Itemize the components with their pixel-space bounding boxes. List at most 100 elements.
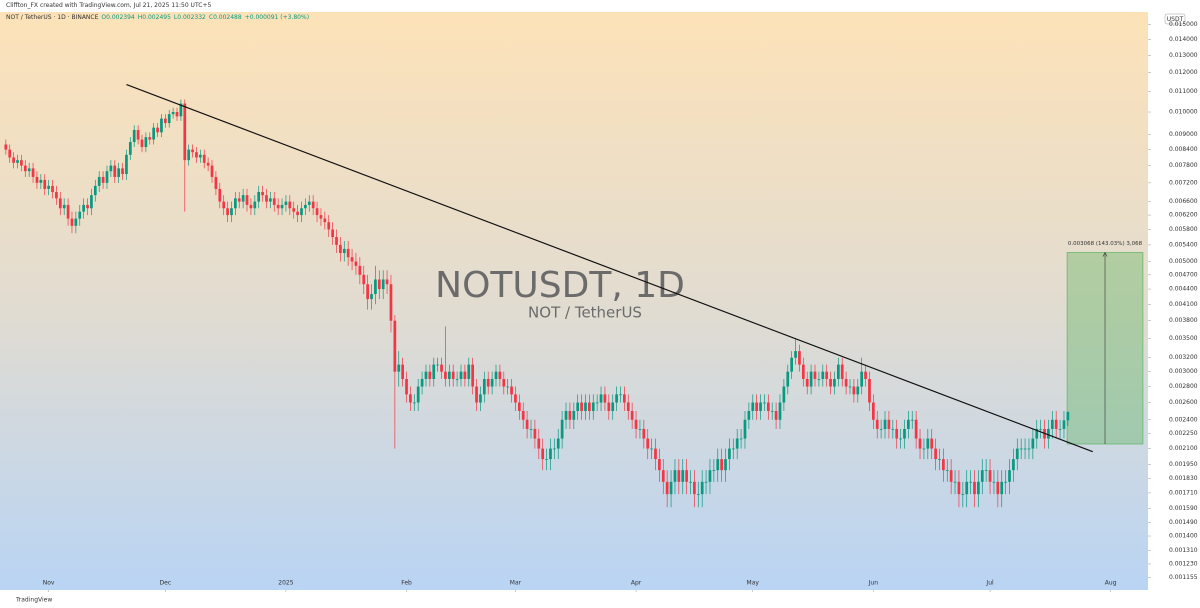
candle-body bbox=[922, 448, 926, 450]
candle-body bbox=[611, 402, 615, 411]
candle-body bbox=[191, 149, 194, 153]
candle-body bbox=[580, 402, 583, 411]
candle-body bbox=[152, 127, 156, 140]
candle-body bbox=[58, 198, 62, 209]
candle-body bbox=[1012, 459, 1015, 471]
ohlc-value: C0.002488 bbox=[208, 14, 242, 21]
x-tick-label: May bbox=[747, 580, 760, 587]
candle-body bbox=[790, 357, 794, 372]
candle-body bbox=[833, 378, 836, 387]
candle-body bbox=[817, 378, 821, 380]
y-tick-label: 0.002400 bbox=[1169, 416, 1198, 423]
candle-body bbox=[1019, 448, 1023, 450]
candle-body bbox=[90, 195, 93, 209]
measure-label: 0.003068 (143.03%) 3,068 bbox=[1068, 241, 1143, 247]
candle-body bbox=[1058, 428, 1062, 430]
candle-body bbox=[654, 448, 657, 460]
candle-body bbox=[1027, 448, 1031, 450]
candle-body bbox=[397, 364, 401, 372]
candle-body bbox=[895, 428, 899, 439]
candle-body bbox=[852, 386, 856, 395]
candle-body bbox=[479, 394, 482, 403]
candle-body bbox=[412, 402, 416, 404]
candle-body bbox=[393, 320, 397, 372]
candle-body bbox=[731, 448, 735, 450]
candle-body bbox=[615, 394, 618, 403]
candle-body bbox=[214, 176, 218, 189]
candle-body bbox=[782, 386, 786, 403]
footer-logo: TradingView bbox=[15, 597, 52, 604]
candle-body bbox=[16, 160, 19, 163]
candle-body bbox=[595, 402, 599, 404]
candle-body bbox=[1050, 419, 1054, 429]
candle-body bbox=[1000, 481, 1004, 495]
candle-body bbox=[366, 284, 369, 300]
candle-body bbox=[101, 176, 105, 183]
candle-body bbox=[650, 448, 653, 450]
candle-body bbox=[926, 438, 930, 449]
candle-body bbox=[167, 114, 171, 124]
candle-body bbox=[646, 438, 650, 449]
candle-body bbox=[949, 470, 953, 482]
candle-body bbox=[708, 470, 712, 482]
candle-body bbox=[315, 208, 319, 216]
candle-body bbox=[78, 211, 82, 219]
candle-body bbox=[148, 137, 152, 140]
candle-body bbox=[1035, 428, 1039, 439]
candle-body bbox=[778, 402, 782, 420]
x-tick-label: Mar bbox=[510, 580, 522, 587]
candle-body bbox=[545, 459, 548, 460]
candle-body bbox=[331, 229, 334, 238]
candle-body bbox=[362, 274, 366, 285]
candle-body bbox=[658, 459, 661, 471]
candle-body bbox=[918, 438, 922, 449]
candle-body bbox=[930, 438, 934, 449]
y-tick-label: 0.005000 bbox=[1169, 258, 1198, 265]
candle-body bbox=[1008, 470, 1011, 482]
candle-body bbox=[498, 371, 502, 379]
y-tick-label: 0.004700 bbox=[1169, 271, 1198, 278]
candle-body bbox=[401, 364, 404, 379]
candle-body bbox=[899, 438, 902, 440]
y-tick-label: 0.001400 bbox=[1169, 533, 1198, 540]
candle-body bbox=[517, 402, 521, 411]
ohlc-value: O0.002394 bbox=[101, 14, 135, 21]
candle-body bbox=[572, 410, 576, 420]
y-tick-label: 0.006600 bbox=[1169, 198, 1198, 205]
candle-body bbox=[603, 394, 607, 403]
candle-body bbox=[432, 364, 436, 379]
candle-body bbox=[109, 165, 113, 172]
candle-body bbox=[1031, 438, 1035, 449]
y-tick-label: 0.007800 bbox=[1169, 162, 1198, 169]
candle-body bbox=[117, 168, 121, 177]
candle-body bbox=[97, 176, 101, 186]
candle-body bbox=[798, 351, 801, 365]
candle-body bbox=[280, 204, 284, 209]
candle-body bbox=[23, 165, 27, 172]
currency: USDT bbox=[1167, 16, 1184, 23]
y-tick-label: 0.004100 bbox=[1169, 301, 1198, 308]
candle-body bbox=[661, 470, 665, 482]
candle-body bbox=[638, 428, 642, 430]
candle-body bbox=[327, 222, 331, 230]
candle-body bbox=[1062, 420, 1066, 429]
candle-body bbox=[269, 198, 272, 202]
y-tick-label: 0.006200 bbox=[1169, 212, 1198, 219]
candle-body bbox=[1023, 448, 1027, 450]
candle-body bbox=[1004, 481, 1007, 483]
candle-body bbox=[801, 364, 805, 379]
candle-body bbox=[953, 481, 957, 483]
x-tick-label: Jun bbox=[868, 580, 879, 587]
y-tick-label: 0.002250 bbox=[1169, 430, 1198, 437]
x-tick-label: Nov bbox=[43, 580, 55, 587]
candle-body bbox=[125, 154, 128, 175]
candle-body bbox=[969, 481, 972, 483]
candle-body bbox=[809, 371, 813, 387]
candle-body bbox=[304, 204, 307, 209]
candle-body bbox=[307, 201, 311, 205]
candle-body bbox=[552, 448, 556, 450]
y-tick-label: 0.002600 bbox=[1169, 399, 1198, 406]
candle-body bbox=[241, 195, 245, 202]
candle-body bbox=[568, 410, 572, 420]
candle-body bbox=[350, 257, 354, 262]
